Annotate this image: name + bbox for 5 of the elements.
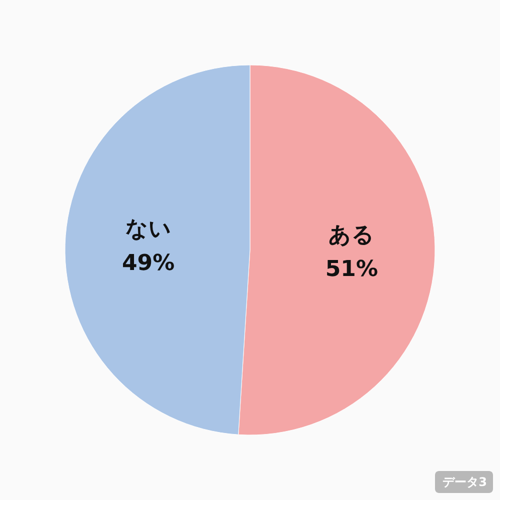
data-label: 51%: [325, 257, 378, 282]
text: データ3: [442, 475, 487, 489]
slice-label: ある: [328, 223, 375, 248]
slice-label: ない: [125, 216, 172, 242]
data-label: 49%: [122, 250, 175, 276]
